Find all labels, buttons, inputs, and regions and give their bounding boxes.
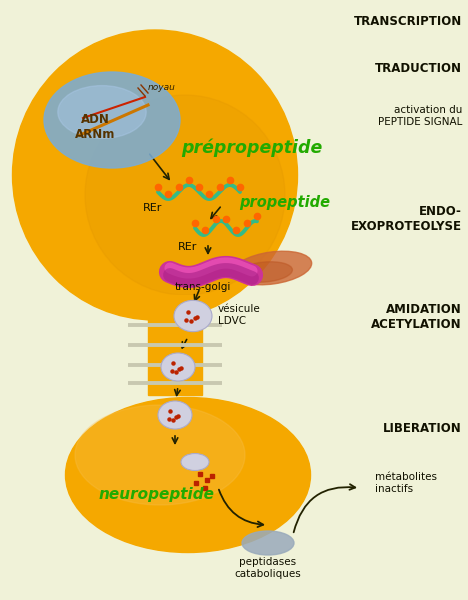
Text: neuropeptide: neuropeptide	[99, 487, 215, 503]
Ellipse shape	[66, 397, 310, 553]
Text: propeptide: propeptide	[240, 196, 330, 211]
Text: peptidases
cataboliques: peptidases cataboliques	[234, 557, 301, 578]
Text: vésicule
LDVC: vésicule LDVC	[218, 304, 261, 326]
Ellipse shape	[238, 262, 292, 282]
Ellipse shape	[158, 401, 192, 429]
Text: REr: REr	[143, 203, 163, 213]
Ellipse shape	[174, 301, 212, 332]
Ellipse shape	[13, 30, 298, 320]
Ellipse shape	[58, 86, 146, 139]
Ellipse shape	[85, 95, 285, 295]
Ellipse shape	[44, 72, 180, 168]
Text: ADN
ARNm: ADN ARNm	[75, 113, 115, 141]
Text: métabolites
inactifs: métabolites inactifs	[375, 472, 437, 494]
Text: activation du
PEPTIDE SIGNAL: activation du PEPTIDE SIGNAL	[378, 105, 462, 127]
Ellipse shape	[161, 353, 195, 381]
Text: TRANSCRIPTION: TRANSCRIPTION	[354, 15, 462, 28]
Text: LIBERATION: LIBERATION	[383, 422, 462, 435]
Ellipse shape	[232, 251, 312, 285]
Text: noyau: noyau	[148, 83, 176, 92]
Text: REr: REr	[178, 242, 197, 252]
Text: prépropeptide: prépropeptide	[182, 139, 322, 157]
Ellipse shape	[242, 531, 294, 555]
Text: trans-golgi: trans-golgi	[175, 282, 231, 292]
Polygon shape	[148, 295, 202, 395]
Ellipse shape	[181, 454, 209, 470]
Text: ENDO-
EXOPROTEOLYSE: ENDO- EXOPROTEOLYSE	[351, 205, 462, 233]
Ellipse shape	[75, 405, 245, 505]
Text: TRADUCTION: TRADUCTION	[375, 62, 462, 75]
Text: AMIDATION
ACETYLATION: AMIDATION ACETYLATION	[372, 303, 462, 331]
